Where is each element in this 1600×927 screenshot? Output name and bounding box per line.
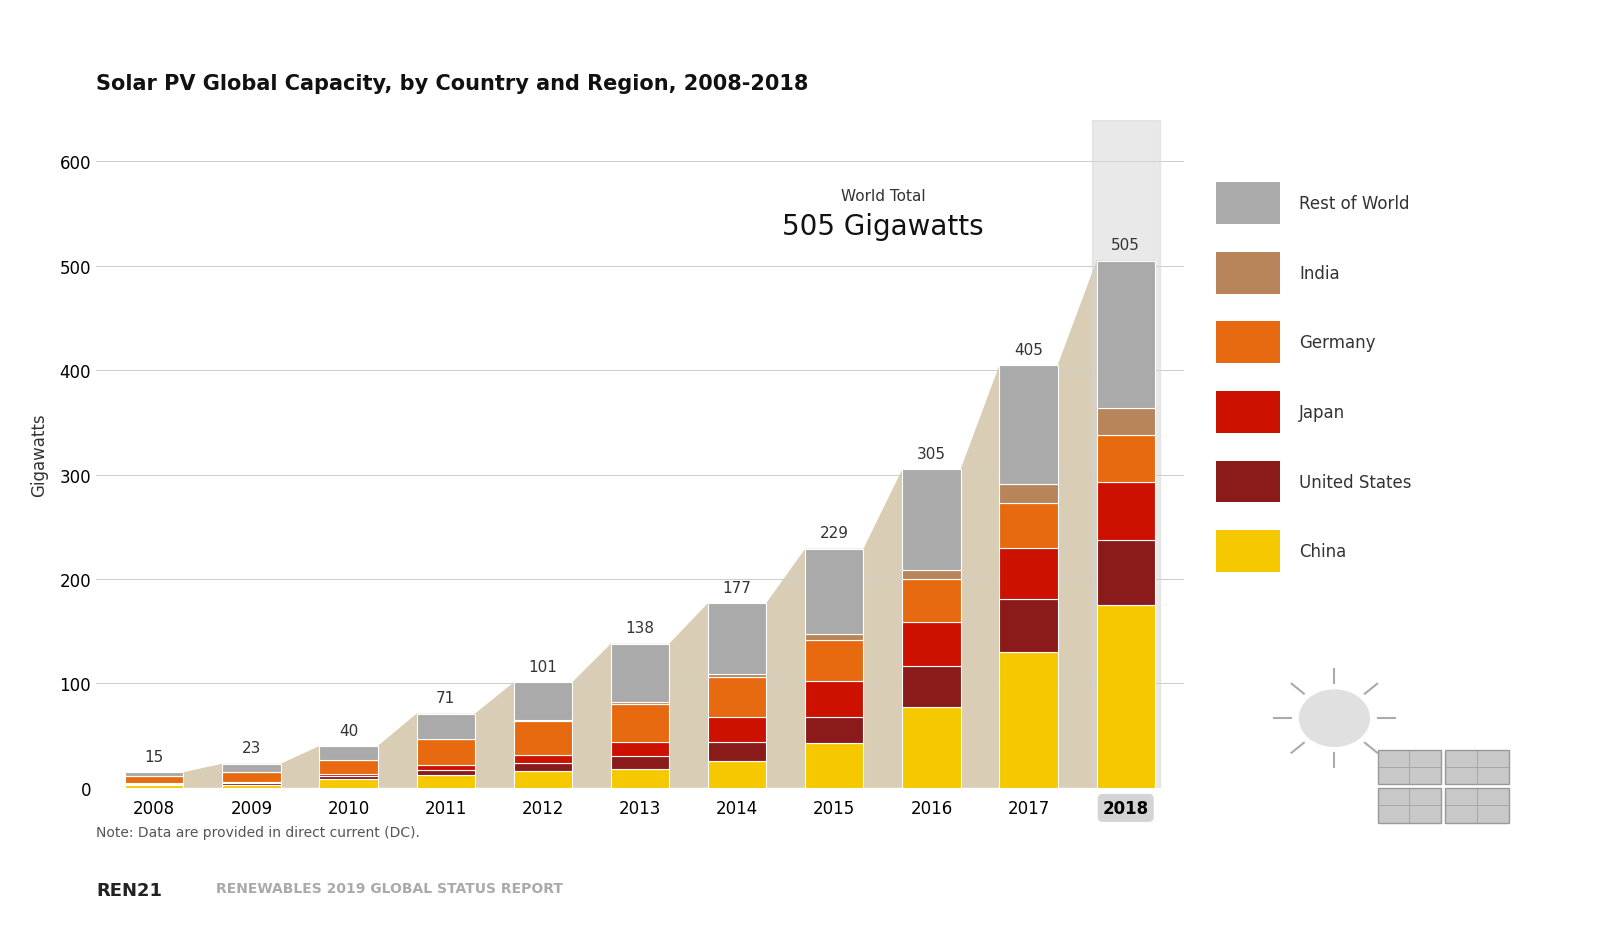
Circle shape [1299,691,1370,746]
Bar [125,777,184,782]
Text: 101: 101 [528,659,557,674]
Text: 40: 40 [339,723,358,738]
Bar [416,765,475,770]
Bar [805,681,864,717]
Text: 138: 138 [626,621,654,636]
Text: 177: 177 [723,580,752,595]
Bar [1096,408,1155,436]
Bar [514,721,573,756]
FancyBboxPatch shape [1378,788,1442,823]
Bar [514,756,573,763]
Text: 71: 71 [437,691,456,705]
Bar [1000,503,1058,548]
Bar [902,622,960,666]
Bar [1096,540,1155,605]
Bar [222,772,280,781]
Bar [320,774,378,777]
Text: Note: Data are provided in direct current (DC).: Note: Data are provided in direct curren… [96,825,419,839]
Bar [805,640,864,681]
Bar [320,777,378,780]
Bar [805,717,864,743]
Bar [611,769,669,788]
Text: 505: 505 [1112,238,1141,253]
FancyBboxPatch shape [1445,750,1509,784]
Bar [320,760,378,774]
Text: REN21: REN21 [96,881,162,898]
Bar [707,674,766,678]
Bar [514,720,573,721]
Bar [1096,605,1155,788]
Bar [1000,599,1058,653]
Text: RENEWABLES 2019 GLOBAL STATUS REPORT: RENEWABLES 2019 GLOBAL STATUS REPORT [216,881,563,895]
Bar [514,771,573,788]
Bar [514,682,573,720]
Bar [125,785,184,788]
Bar [222,781,280,782]
Bar [805,743,864,788]
Text: 229: 229 [819,526,848,540]
Bar [1096,436,1155,482]
Bar [514,763,573,771]
Text: 23: 23 [242,741,261,756]
Text: 15: 15 [144,749,163,764]
Bar [902,579,960,622]
Text: 405: 405 [1014,342,1043,357]
Bar [1000,548,1058,599]
Bar [1000,653,1058,788]
FancyBboxPatch shape [1378,750,1442,784]
Bar [222,785,280,788]
Bar [611,756,669,769]
Bar [805,635,864,640]
FancyBboxPatch shape [1445,788,1509,823]
Text: United States: United States [1299,473,1411,491]
Bar [416,739,475,765]
Text: India: India [1299,264,1339,283]
Bar [707,603,766,674]
Bar [707,717,766,742]
Bar [707,761,766,788]
Bar [125,772,184,777]
Bar [222,782,280,785]
Bar [1091,121,1160,788]
Bar [222,764,280,772]
Text: China: China [1299,542,1347,561]
Text: Germany: Germany [1299,334,1376,352]
Bar [416,770,475,775]
Text: World Total: World Total [840,189,925,204]
Bar [707,742,766,761]
Polygon shape [125,261,1155,788]
Text: Japan: Japan [1299,403,1346,422]
Bar [416,775,475,788]
Bar [125,783,184,785]
Bar [902,570,960,579]
Bar [320,780,378,788]
Text: 305: 305 [917,447,946,462]
Bar [1096,482,1155,540]
Bar [416,714,475,739]
Bar [611,705,669,742]
Bar [805,549,864,635]
Text: Solar PV Global Capacity, by Country and Region, 2008-2018: Solar PV Global Capacity, by Country and… [96,74,808,95]
Bar [320,746,378,760]
Bar [707,678,766,717]
Bar [611,742,669,756]
Bar [1000,485,1058,503]
Bar [1000,365,1058,485]
Bar [611,703,669,705]
Text: Rest of World: Rest of World [1299,195,1410,213]
Bar [902,707,960,788]
Bar [125,782,184,784]
Bar [902,470,960,570]
Bar [902,666,960,707]
Bar [1096,261,1155,408]
Text: 505 Gigawatts: 505 Gigawatts [782,212,984,240]
Y-axis label: Gigawatts: Gigawatts [30,413,48,496]
Bar [611,644,669,703]
